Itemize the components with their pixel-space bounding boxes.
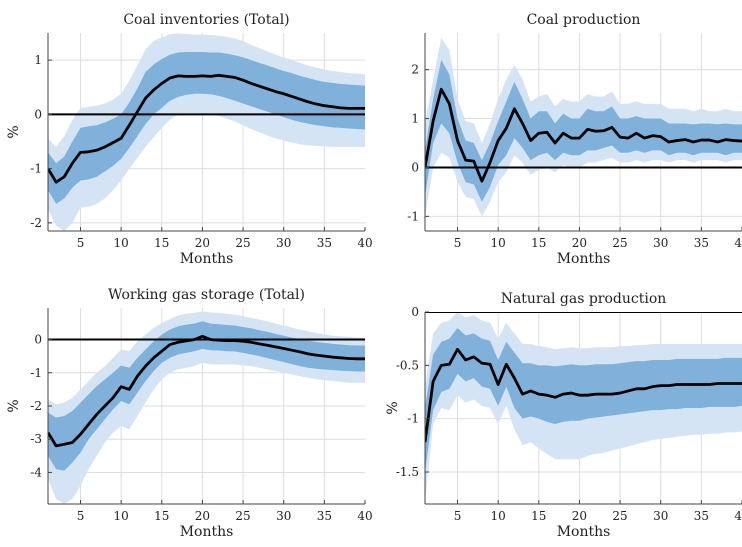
x-tick-label: 40 [357, 236, 372, 250]
x-tick-label: 25 [235, 509, 250, 523]
x-tick-label: 30 [653, 509, 668, 523]
chart-title: Coal inventories (Total) [123, 12, 289, 28]
x-tick-label: 5 [454, 509, 462, 523]
x-tick-label: 15 [154, 509, 169, 523]
chart-title: Working gas storage (Total) [108, 287, 305, 303]
x-axis-label: Months [557, 251, 611, 267]
x-tick-label: 25 [612, 236, 627, 250]
panel-2: 5 10 15 20 25 30 35 40 -1 0 1 2 Coal production Month… [407, 12, 742, 267]
panel-1: 5 10 15 20 25 30 35 40 -2 -1 0 1 Coal inventories (T… [6, 12, 373, 267]
y-tick-label: -1 [407, 412, 419, 426]
y-tick-label: -0.5 [396, 358, 419, 372]
median-response-line [425, 347, 742, 443]
inner-confidence-band [425, 328, 742, 472]
plot-layer [425, 312, 742, 502]
x-tick-label: 35 [694, 236, 709, 250]
x-tick-label: 25 [235, 236, 250, 250]
x-tick-label: 5 [77, 509, 85, 523]
inner-confidence-band [425, 59, 742, 202]
x-tick-label: 15 [531, 509, 546, 523]
median-response-line [425, 87, 742, 183]
x-tick-label: 20 [195, 236, 210, 250]
y-tick-label: -1 [30, 366, 42, 380]
y-tick-label: 1 [411, 112, 419, 126]
chart-title: Coal production [527, 12, 641, 28]
x-axis-label: Months [557, 524, 611, 540]
x-axis-label: Months [180, 251, 234, 267]
x-tick-label: 30 [653, 236, 668, 250]
y-axis-label: % [6, 399, 22, 412]
y-tick-label: 0 [411, 305, 419, 319]
x-tick-label: 20 [572, 509, 587, 523]
panel-4: 5 10 15 20 25 30 35 40 -1.5 -1 -0.5 0 Natural gas pr… [385, 291, 742, 540]
x-tick-label: 35 [694, 509, 709, 523]
y-tick-label: -1 [407, 209, 419, 223]
inner-confidence-band [48, 51, 365, 204]
y-axis-label: % [6, 125, 22, 138]
x-axis-label: Months [180, 524, 234, 540]
x-tick-label: 30 [276, 509, 291, 523]
x-tick-label: 5 [454, 236, 462, 250]
x-tick-label: 35 [317, 236, 332, 250]
y-tick-label: 0 [411, 160, 419, 174]
y-tick-label: -4 [30, 465, 42, 479]
x-tick-label: 40 [734, 509, 742, 523]
x-tick-label: 40 [357, 509, 372, 523]
x-tick-label: 10 [491, 236, 506, 250]
x-tick-label: 10 [114, 236, 129, 250]
y-axis-label: % [385, 401, 401, 414]
x-tick-label: 20 [195, 509, 210, 523]
panel-3: 5 10 15 20 25 30 35 40 -4 -3 -2 -1 0 Working gas stor… [6, 287, 373, 540]
x-tick-label: 20 [572, 236, 587, 250]
plot-layer [48, 33, 365, 231]
y-tick-label: -1.5 [396, 465, 419, 479]
y-tick-label: 1 [34, 53, 42, 67]
x-tick-label: 40 [734, 236, 742, 250]
plot-layer [48, 311, 365, 504]
inner-confidence-band [48, 321, 365, 471]
median-response-line [48, 73, 365, 184]
median-response-line [48, 334, 365, 448]
x-tick-label: 5 [77, 236, 85, 250]
chart-title: Natural gas production [501, 291, 667, 307]
y-tick-label: 0 [34, 333, 42, 347]
y-tick-label: -2 [30, 399, 42, 413]
x-tick-label: 15 [154, 236, 169, 250]
y-tick-label: 2 [411, 63, 419, 77]
x-tick-label: 10 [114, 509, 129, 523]
y-tick-label: -3 [30, 432, 42, 446]
x-tick-label: 10 [491, 509, 506, 523]
x-tick-label: 30 [276, 236, 291, 250]
x-tick-label: 25 [612, 509, 627, 523]
y-tick-label: 0 [34, 107, 42, 121]
x-tick-label: 15 [531, 236, 546, 250]
x-tick-label: 35 [317, 509, 332, 523]
y-tick-label: -2 [30, 216, 42, 230]
plot-layer [425, 37, 742, 217]
y-tick-label: -1 [30, 162, 42, 176]
